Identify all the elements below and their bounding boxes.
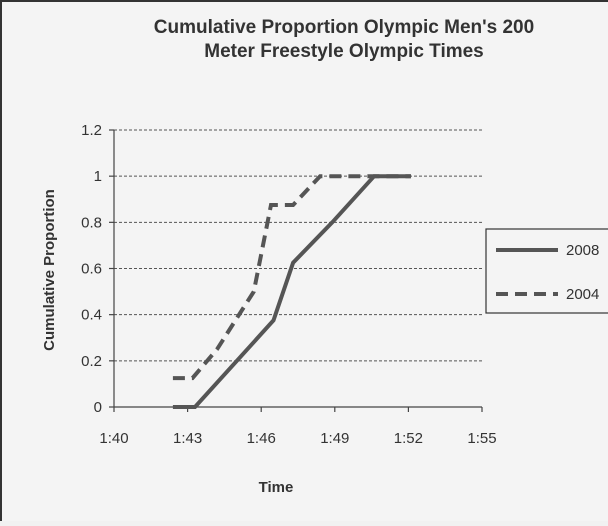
x-tick-label: 1:55 [467, 430, 496, 447]
legend: 2008 2004 [485, 228, 608, 314]
x-tick-label: 1:52 [394, 430, 423, 447]
chart-title: Cumulative Proportion Olympic Men's 200 … [154, 17, 534, 62]
y-tick-label: 1 [94, 168, 102, 185]
axis-layer [109, 129, 483, 412]
y-tick-label: 0.6 [81, 261, 102, 278]
y-tick-label: 0.4 [81, 307, 102, 324]
legend-box [485, 228, 608, 314]
series-line-2004 [172, 174, 411, 381]
legend-items: 2008 2004 [496, 242, 599, 303]
legend-label-2008: 2008 [566, 242, 599, 259]
x-tick-label: 1:46 [247, 430, 276, 447]
grid-layer [114, 129, 482, 362]
chart-title-line-1: Cumulative Proportion Olympic Men's 200 [154, 17, 534, 38]
y-tick-label: 0 [94, 399, 102, 416]
series-layer [172, 174, 411, 409]
chart-title-line-2: Meter Freestyle Olympic Times [204, 41, 484, 62]
legend-label-2004: 2004 [566, 286, 599, 303]
y-tick-label: 1.2 [81, 122, 102, 139]
x-tick-label: 1:40 [99, 430, 128, 447]
y-tick-label: 0.8 [81, 214, 102, 231]
x-tick-label: 1:49 [320, 430, 349, 447]
y-axis-title: Cumulative Proportion [41, 189, 58, 351]
x-tick-label: 1:43 [173, 430, 202, 447]
series-line-2008 [172, 174, 411, 409]
tick-label-layer: 0 0.2 0.4 0.6 0.8 1 1.2 1:40 1:43 1:46 1:49 1:52 1:5… [81, 122, 496, 447]
x-axis-title: Time [259, 479, 294, 496]
y-tick-label: 0.2 [81, 353, 102, 370]
